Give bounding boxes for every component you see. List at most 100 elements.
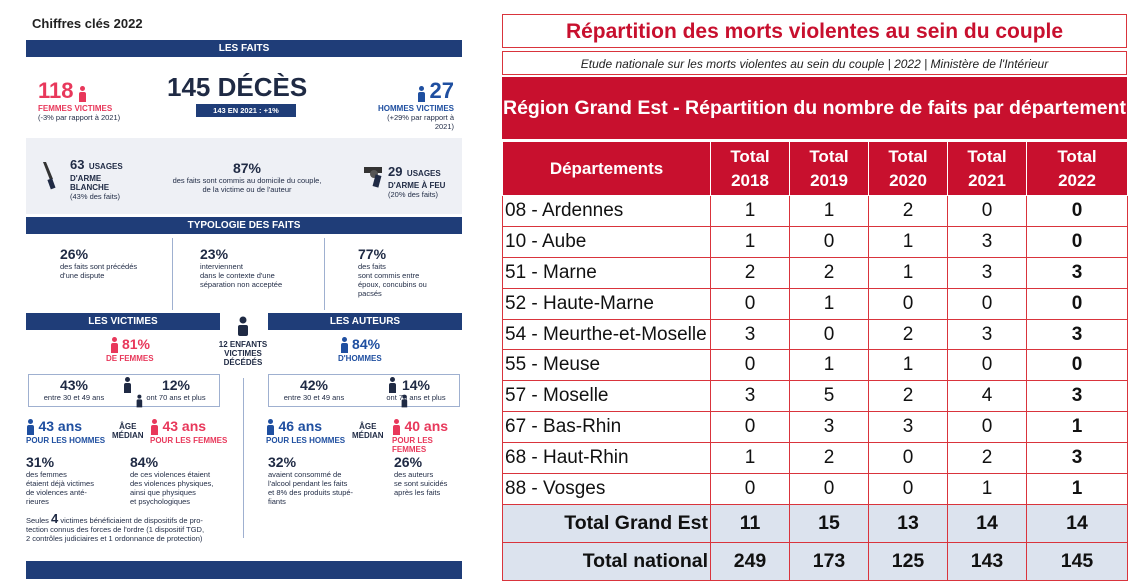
table-cell: 0 — [868, 442, 948, 475]
s2-pct: 84% — [130, 454, 159, 470]
header-2022: Total 2022 — [1026, 141, 1128, 196]
femmes-label: FEMMES VICTIMES — [38, 104, 113, 113]
table-cell: 2 — [710, 256, 790, 289]
typ2-l1: interviennent — [200, 262, 243, 271]
knife-icon — [40, 160, 62, 192]
age-median-1: ÂGE — [119, 422, 137, 431]
table-header-row: Départements Total 2018 Total 2019 Total 20… — [502, 141, 1128, 196]
v-median-label: ÂGE MÉDIAN — [112, 422, 144, 440]
header-departements: Départements — [502, 141, 711, 196]
table-row: 68 - Haut-Rhin 1 2 0 2 3 — [502, 442, 1128, 475]
arme-feu-stat: 29 USAGES D'ARME À FEU (20% des faits) — [388, 163, 445, 199]
hommes-label: HOMMES VICTIMES — [377, 104, 454, 113]
a-age1-pct: 42% — [299, 377, 329, 393]
table-cell: 3 — [868, 411, 948, 444]
deces-headline: 145 DÉCÈS — [167, 72, 308, 102]
header-2019: Total 2019 — [789, 141, 869, 196]
v-age2: 12% ont 70 ans et plus — [136, 377, 216, 402]
table-cell: 1 — [868, 225, 948, 258]
arme-feu-l1: USAGES — [406, 169, 441, 178]
stat-alcool: 32% avaient consommé de l'alcool pendant… — [268, 454, 353, 506]
table-cell: 0 — [947, 349, 1027, 382]
table-cell: 3 — [1026, 380, 1128, 413]
typologie-couple: 77% des faits sont commis entre époux, c… — [358, 246, 427, 298]
domicile-stat: 87% des faits sont commis au domicile du… — [162, 160, 332, 194]
table-cell: 2 — [868, 195, 948, 227]
victimes-femmes-stat: 81% DE FEMMES — [106, 336, 154, 363]
s2-l4: et psychologiques — [130, 497, 191, 506]
typ2-l3: séparation non acceptée — [200, 280, 283, 289]
table-cell: 4 — [947, 380, 1027, 413]
header-2020: Total 2020 — [868, 141, 948, 196]
femmes-count: 118 — [38, 78, 74, 103]
departement-name: 67 - Bas-Rhin — [502, 411, 711, 444]
stat-violences-anterieures: 31% des femmes étaient déjà victimes de … — [26, 454, 94, 506]
footer-bar — [26, 561, 462, 579]
arme-blanche-note: (43% des faits) — [70, 192, 121, 201]
s3-l1: avaient consommé de — [268, 470, 342, 479]
s1-l4: rieures — [26, 497, 49, 506]
table-cell: 3 — [947, 225, 1027, 258]
s4-l3: après les faits — [394, 488, 441, 497]
a-h-age: 46 ans — [278, 418, 323, 434]
v-median-hommes: 43 ans POUR LES HOMMES — [26, 418, 105, 445]
age-median-2: MÉDIAN — [112, 431, 144, 440]
enfants-stat: 12 ENFANTS VICTIMES DÉCÉDÉS — [210, 340, 276, 367]
a-f-age: 40 ans — [404, 418, 449, 434]
s1-l2: étaient déjà victimes — [26, 479, 94, 488]
a-hommes-pct: 84% — [352, 336, 381, 352]
v-age2-pct: 12% — [161, 377, 191, 393]
table-cell: 0 — [1026, 195, 1128, 227]
table-cell: 3 — [947, 256, 1027, 289]
table-cell: 2 — [947, 442, 1027, 475]
table-cell: 2 — [868, 380, 948, 413]
divider — [324, 238, 325, 310]
foot-num: 4 — [51, 511, 59, 526]
table-cell: 1 — [789, 287, 869, 320]
typ2-l2: dans le contexte d'une — [200, 271, 275, 280]
deces-note: 143 EN 2021 : +1% — [196, 104, 296, 117]
table-cell: 0 — [789, 473, 869, 505]
domicile-l1: des faits sont commis au domicile du cou… — [172, 176, 322, 185]
a-age1-label: entre 30 et 49 ans — [283, 393, 345, 402]
woman-icon — [110, 336, 118, 353]
a-median-hommes: 46 ans POUR LES HOMMES — [266, 418, 345, 445]
table-cell: 0 — [947, 411, 1027, 444]
table-cell: 1 — [710, 195, 790, 227]
total-national-row: Total national 249 173 125 143 145 — [502, 541, 1128, 581]
total-cell: 11 — [710, 503, 790, 543]
man-icon — [417, 85, 426, 102]
s2-l1: de ces violences étaient — [130, 470, 211, 479]
table-cell: 3 — [1026, 442, 1128, 475]
s2-l2: des violences physiques, — [130, 479, 214, 488]
departement-table-panel: Répartition des morts violentes au sein … — [502, 14, 1128, 581]
typ1-pct: 26% — [60, 246, 89, 262]
header-2021: Total 2021 — [947, 141, 1027, 196]
typ3-l4: pacsés — [358, 289, 382, 298]
age-median-2: MÉDIAN — [352, 431, 384, 440]
total-cell: 14 — [1026, 503, 1128, 543]
table-cell: 0 — [710, 411, 790, 444]
table-cell: 1 — [710, 442, 790, 475]
typ1-l1: des faits sont précédés — [60, 262, 138, 271]
table-cell: 0 — [868, 287, 948, 320]
v-femmes-label: DE FEMMES — [106, 354, 154, 363]
key-figures-infographic: Chiffres clés 2022 LES FAITS 118 FEMMES … — [24, 8, 464, 583]
person-icon — [123, 376, 131, 393]
table-title: Répartition des morts violentes au sein … — [502, 14, 1127, 48]
total-cell: 173 — [789, 541, 869, 581]
table-cell: 2 — [789, 256, 869, 289]
table-cell: 0 — [947, 287, 1027, 320]
table-row: 67 - Bas-Rhin 0 3 3 0 1 — [502, 411, 1128, 444]
table-row: 08 - Ardennes 1 1 2 0 0 — [502, 195, 1128, 227]
s3-l3: et 8% des produits stupé- — [268, 488, 354, 497]
table-cell: 3 — [947, 318, 1027, 351]
domicile-pct: 87% — [232, 160, 262, 176]
s2-l3: ainsi que physiques — [130, 488, 196, 497]
table-cell: 0 — [789, 318, 869, 351]
table-cell: 0 — [710, 349, 790, 382]
table-cell: 2 — [789, 442, 869, 475]
man-icon — [26, 418, 34, 435]
table-cell: 5 — [789, 380, 869, 413]
table-cell: 0 — [1026, 287, 1128, 320]
